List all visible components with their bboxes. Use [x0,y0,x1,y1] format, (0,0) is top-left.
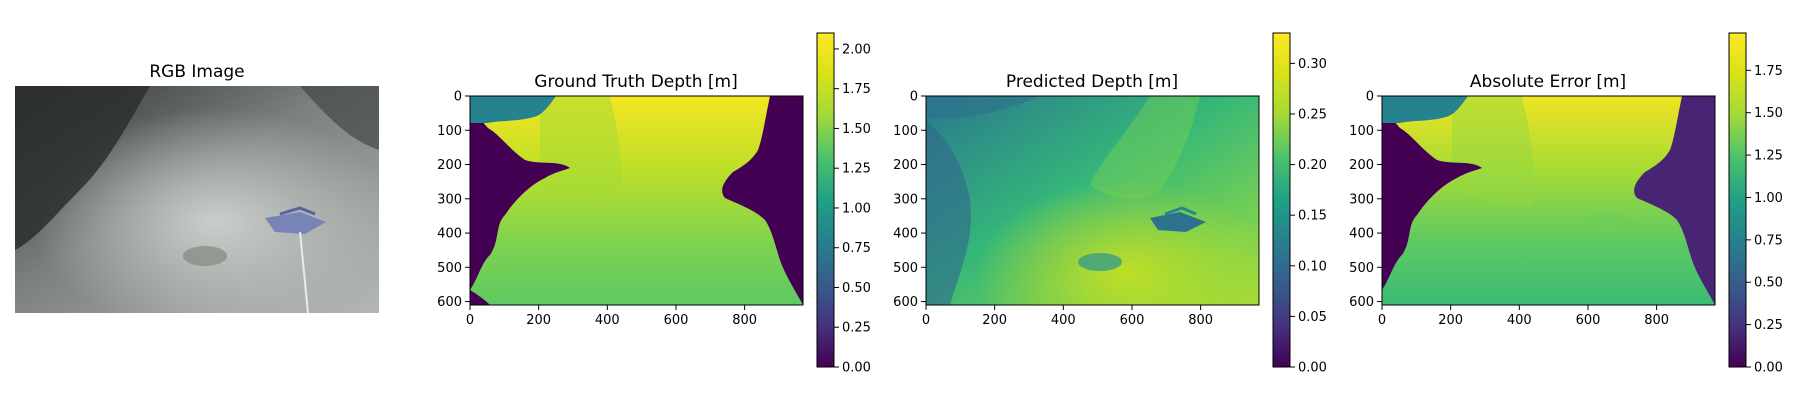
err-invalid-right [1634,96,1715,305]
pred-colorbar-tick-label: 0.15 [1298,209,1327,224]
gt-x-tick-label: 0 [466,313,474,328]
err-x-tick-label: 800 [1644,313,1669,328]
pred-colorbar [1272,32,1291,368]
err-colorbar-tick-label: 1.25 [1754,149,1783,164]
err-robot-trace [1580,212,1636,232]
gt-invalid-right [722,96,803,305]
gt-colorbar-tick-label: 0.50 [842,281,871,296]
pred-x-tick-label: 400 [1051,313,1076,328]
pred-colorbar-tick-label: 0.10 [1298,259,1327,274]
gt-x-tick-label: 400 [595,313,620,328]
gt-colorbar-tick-label: 0.25 [842,321,871,336]
gt-colorbar-tick-label: 1.25 [842,162,871,177]
gt-colorbar-tick-label: 1.75 [842,82,871,97]
pred-y-tick-label: 400 [893,227,918,242]
err-colorbar-tick-label: 1.00 [1754,191,1783,206]
err-colorbar-tick-label: 1.75 [1754,64,1783,79]
err-invalid-left [1382,96,1482,290]
err-colorbar [1728,32,1747,368]
pred-colorbar-tick-label: 0.30 [1298,57,1327,72]
pred-x-tick-label: 600 [1120,313,1145,328]
err-y-tick-label: 400 [1349,227,1374,242]
pred-y-tick-label: 100 [893,124,918,139]
gt-y-tick-label: 400 [437,227,462,242]
pred-dark-left [926,120,971,305]
err-heatmap [1382,96,1715,305]
err-x-tick-label: 400 [1507,313,1532,328]
pred-y-tick-label: 600 [893,295,918,310]
err-y-tick-label: 0 [1366,90,1374,105]
gt-colorbar [816,32,835,368]
gt-top-left-patch [470,96,556,123]
gt-x-tick-label: 800 [732,313,757,328]
err-colorbar-tick-label: 0.25 [1754,318,1783,333]
err-y-tick-label: 200 [1349,158,1374,173]
rgb-dark-rock-left [15,86,150,250]
pred-dark-top [926,96,1040,118]
pred-y-tick-label: 200 [893,158,918,173]
gt-axes-frame [469,95,804,306]
err-x-tick-label: 200 [1438,313,1463,328]
gt-y-tick-label: 200 [437,158,462,173]
gt-colorbar-tick-label: 0.00 [842,361,871,376]
gt-y-tick-label: 500 [437,261,462,276]
gt-colorbar-tick-label: 0.75 [842,241,871,256]
err-y-tick-label: 500 [1349,261,1374,276]
pred-rock [1078,253,1122,271]
pred-x-tick-label: 800 [1188,313,1213,328]
gt-y-tick-label: 300 [437,192,462,207]
err-top-left-patch [1382,96,1468,123]
err-x-tick-label: 0 [1378,313,1386,328]
pred-axes-frame [925,95,1260,306]
err-title: Absolute Error [m] [1470,72,1626,92]
rgb-rock [183,246,227,266]
gt-y-tick-label: 0 [454,90,462,105]
pred-robot [1150,206,1206,232]
err-y-tick-label: 100 [1349,124,1374,139]
pred-y-tick-label: 0 [910,90,918,105]
gt-y-tick-label: 600 [437,295,462,310]
pred-colorbar-tick-label: 0.25 [1298,107,1327,122]
gt-x-tick-label: 600 [664,313,689,328]
err-colorbar-tick-label: 0.00 [1754,361,1783,376]
rgb-title: RGB Image [149,62,244,82]
pred-y-tick-label: 500 [893,261,918,276]
gt-title: Ground Truth Depth [m] [534,72,737,92]
pred-light-ridge [1090,96,1200,200]
pred-glow [926,96,1259,305]
pred-y-tick-label: 300 [893,192,918,207]
err-colorbar-tick-label: 0.50 [1754,276,1783,291]
err-y-tick-label: 600 [1349,295,1374,310]
gt-invalid-left [470,96,570,290]
gt-colorbar-tick-label: 2.00 [842,42,871,57]
rgb-dark-rock-right [300,86,379,150]
pred-colorbar-tick-label: 0.00 [1298,361,1327,376]
rgb-robot [265,206,326,313]
gt-heatmap [470,96,803,305]
gt-colorbar-tick-label: 1.00 [842,201,871,216]
gt-x-tick-label: 200 [526,313,551,328]
err-mid-band [1452,96,1534,207]
err-axes-frame [1381,95,1716,306]
pred-colorbar-tick-label: 0.20 [1298,158,1327,173]
gt-mid-band [540,96,622,207]
pred-title: Predicted Depth [m] [1006,72,1178,92]
err-colorbar-tick-label: 1.50 [1754,106,1783,121]
pred-x-tick-label: 200 [982,313,1007,328]
err-x-tick-label: 600 [1576,313,1601,328]
err-colorbar-tick-label: 0.75 [1754,233,1783,248]
err-y-tick-label: 300 [1349,192,1374,207]
gt-colorbar-tick-label: 1.50 [842,122,871,137]
gt-y-tick-label: 100 [437,124,462,139]
pred-x-tick-label: 0 [922,313,930,328]
pred-heatmap [926,96,1259,305]
pred-colorbar-tick-label: 0.05 [1298,310,1327,325]
gt-bottom-left [470,290,490,305]
rgb-panel [15,86,379,313]
